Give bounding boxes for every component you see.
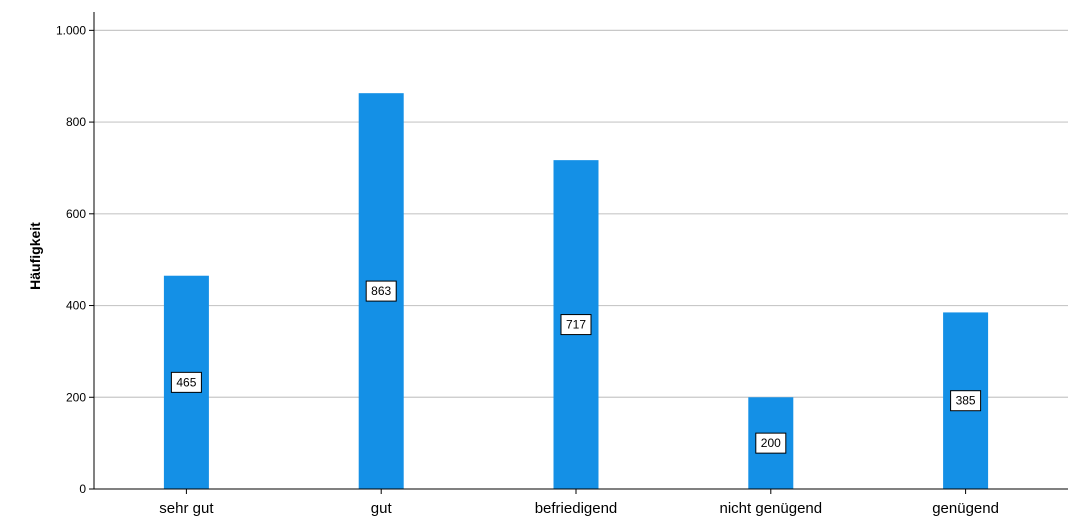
x-tick-label: gut: [371, 500, 393, 517]
data-label-box: [755, 432, 787, 454]
y-tick-label: 600: [66, 207, 86, 221]
y-tick-label: 200: [66, 390, 86, 404]
data-label-box: [560, 314, 592, 336]
axes: [93, 12, 1068, 490]
data-label-box: [950, 390, 982, 412]
x-tick-label: befriedigend: [535, 500, 618, 517]
bars: [163, 93, 989, 489]
data-label: 863: [371, 284, 391, 298]
data-label-box: [365, 280, 397, 302]
x-tick-label: sehr gut: [159, 500, 214, 517]
data-label: 717: [566, 318, 586, 332]
y-tick-label: 0: [79, 482, 86, 496]
data-label-box: [170, 371, 202, 393]
y-tick-label: 400: [66, 299, 86, 313]
y-tick-labels: 0 200 400 600 800 1.000: [56, 23, 94, 496]
x-tick-label: nicht genügend: [720, 500, 823, 517]
y-tick-label: 1.000: [56, 23, 86, 37]
x-tick-label: genügend: [932, 500, 999, 517]
data-label: 385: [956, 394, 976, 408]
x-tick-labels: sehr gut gut befriedigend nicht genügend gen…: [159, 489, 999, 517]
y-axis-label: Häufigkeit: [27, 222, 43, 290]
y-tick-label: 800: [66, 115, 86, 129]
data-label: 465: [176, 375, 196, 389]
data-labels: 465 863 717 200 385: [170, 280, 982, 454]
data-label: 200: [761, 436, 781, 450]
